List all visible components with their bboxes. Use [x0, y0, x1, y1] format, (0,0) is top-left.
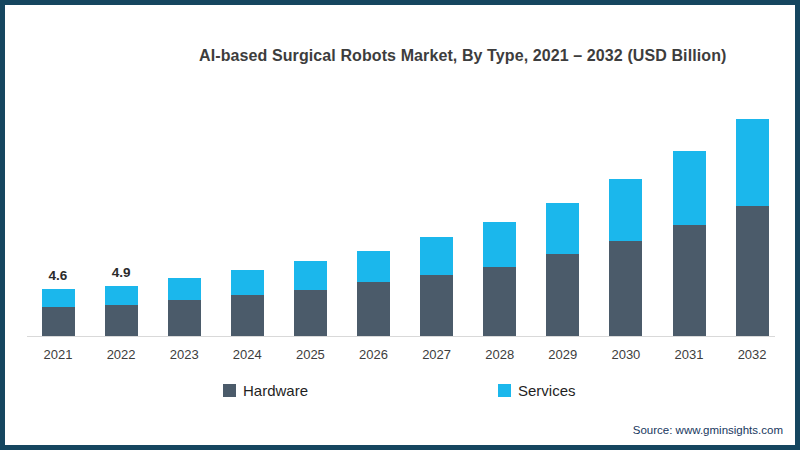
bar-hardware-2032: [736, 206, 769, 336]
x-axis-label-2030: 2030: [596, 347, 656, 362]
bar-hardware-2028: [483, 267, 516, 336]
bar-hardware-2025: [294, 290, 327, 336]
x-axis-label-2026: 2026: [344, 347, 404, 362]
x-axis-label-2025: 2025: [280, 347, 340, 362]
x-axis-label-2028: 2028: [470, 347, 530, 362]
bar-hardware-2022: [105, 305, 138, 336]
value-label-2021: 4.6: [28, 268, 88, 283]
legend-item-hardware: Hardware: [223, 382, 308, 399]
bar-hardware-2024: [231, 295, 264, 336]
x-axis-label-2022: 2022: [91, 347, 151, 362]
x-axis-label-2024: 2024: [217, 347, 277, 362]
bar-services-2029: [546, 203, 579, 253]
x-axis-label-2029: 2029: [533, 347, 593, 362]
bar-services-2023: [168, 278, 201, 300]
bar-hardware-2023: [168, 300, 201, 336]
services-legend-swatch-icon: [498, 384, 511, 397]
x-axis-label-2021: 2021: [28, 347, 88, 362]
bar-services-2025: [294, 261, 327, 290]
bar-hardware-2026: [357, 282, 390, 336]
x-axis-line: [27, 336, 775, 337]
bar-hardware-2031: [673, 225, 706, 336]
x-axis-label-2031: 2031: [659, 347, 719, 362]
bar-services-2022: [105, 286, 138, 306]
x-axis-label-2032: 2032: [722, 347, 782, 362]
bar-services-2027: [420, 237, 453, 275]
bar-services-2026: [357, 251, 390, 283]
legend-item-services: Services: [498, 382, 576, 399]
x-axis-label-2023: 2023: [154, 347, 214, 362]
bar-hardware-2029: [546, 254, 579, 336]
legend-label-hardware: Hardware: [243, 382, 308, 399]
bar-hardware-2021: [42, 307, 75, 336]
plot-area: 4.620214.9202220232024202520262027202820…: [5, 5, 795, 445]
bar-services-2031: [673, 151, 706, 225]
hardware-legend-swatch-icon: [223, 384, 236, 397]
bar-services-2024: [231, 270, 264, 295]
bar-services-2032: [736, 119, 769, 207]
chart-frame: AI-based Surgical Robots Market, By Type…: [0, 0, 800, 450]
value-label-2022: 4.9: [91, 265, 151, 280]
bar-services-2021: [42, 289, 75, 308]
bar-services-2028: [483, 222, 516, 267]
x-axis-label-2027: 2027: [407, 347, 467, 362]
bar-services-2030: [609, 179, 642, 241]
source-text: Source: www.gminsights.com: [633, 424, 783, 436]
bar-hardware-2030: [609, 241, 642, 336]
bar-hardware-2027: [420, 275, 453, 336]
legend-label-services: Services: [518, 382, 576, 399]
